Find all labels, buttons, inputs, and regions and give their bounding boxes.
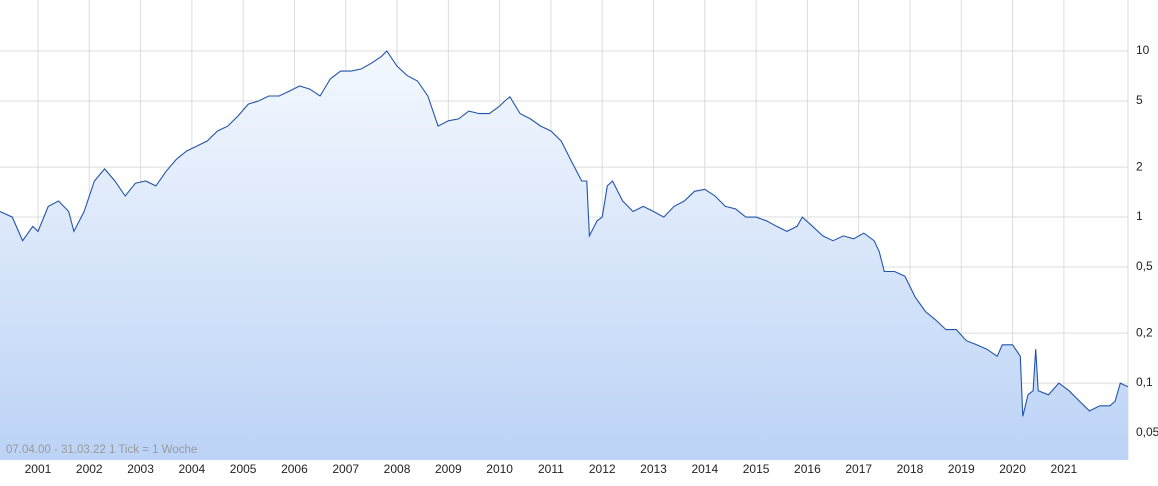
y-tick-label: 1 xyxy=(1136,209,1143,223)
price-line xyxy=(0,50,1129,417)
y-tick-label: 5 xyxy=(1136,93,1143,107)
x-tick-label: 2010 xyxy=(486,462,513,476)
x-tick-label: 2015 xyxy=(743,462,770,476)
x-tick-label: 2009 xyxy=(435,462,462,476)
y-tick-label: 2 xyxy=(1136,159,1143,173)
x-tick-label: 2007 xyxy=(332,462,359,476)
x-tick-label: 2021 xyxy=(1051,462,1078,476)
y-tick-label: 0,1 xyxy=(1136,375,1153,389)
x-tick-label: 2011 xyxy=(538,462,564,476)
x-tick-label: 2003 xyxy=(127,462,154,476)
x-tick-label: 2005 xyxy=(230,462,257,476)
x-tick-label: 2017 xyxy=(845,462,872,476)
y-tick-label: 0,05 xyxy=(1136,425,1158,439)
plot xyxy=(0,50,1129,460)
y-tick-label: 0,2 xyxy=(1136,325,1153,339)
x-tick-label: 2008 xyxy=(384,462,411,476)
area-fill xyxy=(0,51,1128,460)
labels: 0,05 0,1 0,2 0,5 1 2 5 10 2001 2002 2003 2004 2005 20… xyxy=(25,43,1158,476)
x-tick-label: 2018 xyxy=(897,462,924,476)
y-tick-label: 0,5 xyxy=(1136,259,1153,273)
y-tick-label: 10 xyxy=(1136,43,1150,57)
x-tick-label: 2006 xyxy=(281,462,308,476)
x-tick-label: 2004 xyxy=(178,462,205,476)
x-tick-label: 2001 xyxy=(25,462,52,476)
x-tick-label: 2002 xyxy=(76,462,103,476)
x-tick-label: 2020 xyxy=(999,462,1026,476)
x-tick-label: 2019 xyxy=(948,462,975,476)
x-tick-label: 2012 xyxy=(589,462,616,476)
x-tick-label: 2016 xyxy=(794,462,821,476)
range-note: 07.04.00 - 31.03.22 1 Tick = 1 Woche xyxy=(6,444,197,456)
x-tick-label: 2013 xyxy=(640,462,667,476)
x-tick-label: 2014 xyxy=(691,462,718,476)
